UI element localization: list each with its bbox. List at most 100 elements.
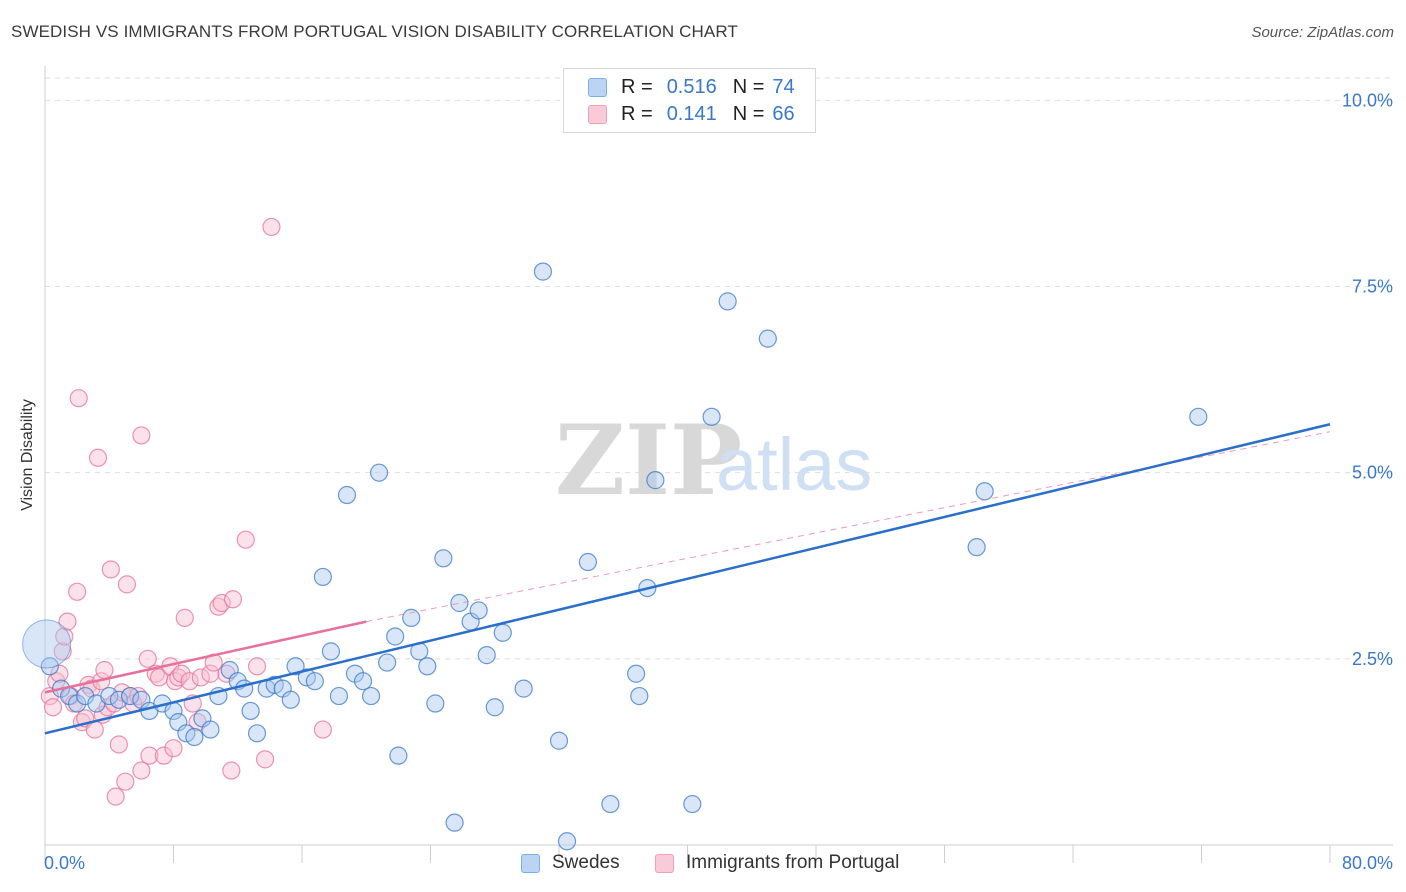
legend-r-value-portugal: 0.141 <box>666 103 717 125</box>
data-point-swedes <box>485 698 504 717</box>
data-point-swedes <box>477 646 496 665</box>
data-point-swedes <box>626 664 646 683</box>
data-point-swedes <box>514 679 533 698</box>
data-point-portugal <box>88 448 108 467</box>
data-point-swedes <box>286 657 305 676</box>
legend-n-label: N = <box>732 103 765 125</box>
data-point-swedes <box>683 794 702 814</box>
data-point-swedes <box>426 694 445 713</box>
data-point-portugal <box>43 698 63 717</box>
data-point-portugal <box>201 664 220 683</box>
data-point-swedes <box>386 627 405 646</box>
data-point-swedes <box>533 262 553 281</box>
data-point-portugal <box>116 772 135 791</box>
x-tick-label: 0.0% <box>44 853 85 873</box>
data-point-swedes <box>247 724 267 743</box>
data-point-swedes <box>201 720 220 739</box>
data-point-swedes <box>121 686 140 706</box>
bottom-swatch-swedes <box>521 853 540 873</box>
data-point-portugal <box>212 593 231 613</box>
data-point-portugal <box>53 642 72 661</box>
legend-row-swedes: R = 0.516 N = 74 <box>588 74 795 101</box>
data-point-swedes <box>378 653 397 672</box>
data-point-swedes <box>100 686 119 706</box>
data-point-swedes <box>601 794 620 814</box>
data-point-portugal <box>175 608 194 627</box>
data-point-swedes <box>967 538 986 557</box>
y-tick-label: 7.5% <box>1352 277 1393 297</box>
legend-r-label: R = <box>621 76 653 98</box>
data-point-swedes <box>418 657 437 676</box>
axes <box>44 66 1393 863</box>
data-point-swedes <box>185 727 204 747</box>
data-point-portugal <box>132 426 151 445</box>
data-point-portugal <box>106 787 125 806</box>
y-tick-label: 2.5% <box>1352 649 1393 669</box>
data-point-portugal <box>247 657 267 676</box>
trend-lines <box>44 423 1331 735</box>
data-point-portugal <box>117 575 137 594</box>
data-point-swedes <box>40 657 59 676</box>
source-label: Source: ZipAtlas.com <box>1251 24 1394 41</box>
trend-line-swedes <box>44 423 1331 735</box>
y-tick-label: 5.0% <box>1352 463 1393 483</box>
legend-swatch-portugal <box>588 105 607 124</box>
trend-line-portugal <box>44 620 367 694</box>
bottom-swatch-portugal <box>655 853 674 873</box>
data-point-portugal <box>138 649 157 668</box>
legend-n-label: N = <box>732 76 765 98</box>
legend-r-value-swedes: 0.516 <box>666 76 717 98</box>
data-point-portugal <box>95 660 114 680</box>
data-point-swedes <box>469 601 488 620</box>
data-point-swedes <box>313 567 332 587</box>
bottom-legend-label-portugal: Immigrants from Portugal <box>686 852 900 873</box>
data-point-swedes <box>434 549 453 568</box>
data-point-portugal <box>262 217 281 237</box>
chart-title: SWEDISH VS IMMIGRANTS FROM PORTUGAL VISI… <box>11 22 738 41</box>
data-point-swedes <box>646 471 665 490</box>
data-point-swedes <box>329 686 349 706</box>
data-point-portugal <box>109 735 128 754</box>
watermark-zip: ZIP <box>555 404 742 517</box>
data-point-swedes <box>450 593 469 613</box>
legend-n-value-portugal: 66 <box>772 103 795 125</box>
data-point-swedes <box>281 690 300 709</box>
bottom-legend-portugal: Immigrants from Portugal <box>655 852 899 874</box>
data-point-swedes <box>578 552 598 572</box>
legend-row-portugal: R = 0.141 N = 66 <box>588 101 795 128</box>
data-point-swedes <box>235 679 254 698</box>
bottom-legend-label-swedes: Swedes <box>552 852 620 873</box>
legend-r-label: R = <box>621 103 653 125</box>
data-point-swedes <box>718 292 737 311</box>
data-point-portugal <box>236 530 255 549</box>
data-point-swedes <box>758 329 777 348</box>
data-point-swedes <box>493 623 512 642</box>
data-point-portugal <box>140 746 159 765</box>
data-point-swedes-large <box>22 619 72 669</box>
data-point-portugal <box>191 668 210 687</box>
y-tick-label: 10.0% <box>1342 90 1393 110</box>
data-point-swedes <box>321 642 341 661</box>
data-point-swedes <box>305 672 324 691</box>
data-point-swedes <box>370 463 389 482</box>
series-portugal-points <box>40 217 332 806</box>
data-point-swedes <box>389 746 408 765</box>
data-point-portugal <box>58 612 77 631</box>
data-point-portugal <box>222 761 241 780</box>
watermark-atlas: atlas <box>716 423 872 506</box>
data-point-portugal <box>132 761 151 780</box>
data-point-swedes <box>241 701 260 721</box>
data-point-portugal <box>154 746 173 765</box>
data-point-swedes <box>109 690 128 709</box>
watermark: ZIP atlas <box>555 404 872 517</box>
data-point-portugal <box>223 590 243 609</box>
data-point-swedes <box>353 672 373 691</box>
data-point-swedes <box>361 686 381 706</box>
data-point-portugal <box>164 739 183 758</box>
data-point-portugal <box>50 664 69 683</box>
x-tick-label: 80.0% <box>1342 853 1393 873</box>
bottom-legend-swedes: Swedes <box>521 852 620 874</box>
data-point-portugal <box>101 560 120 579</box>
data-point-portugal <box>68 582 87 601</box>
